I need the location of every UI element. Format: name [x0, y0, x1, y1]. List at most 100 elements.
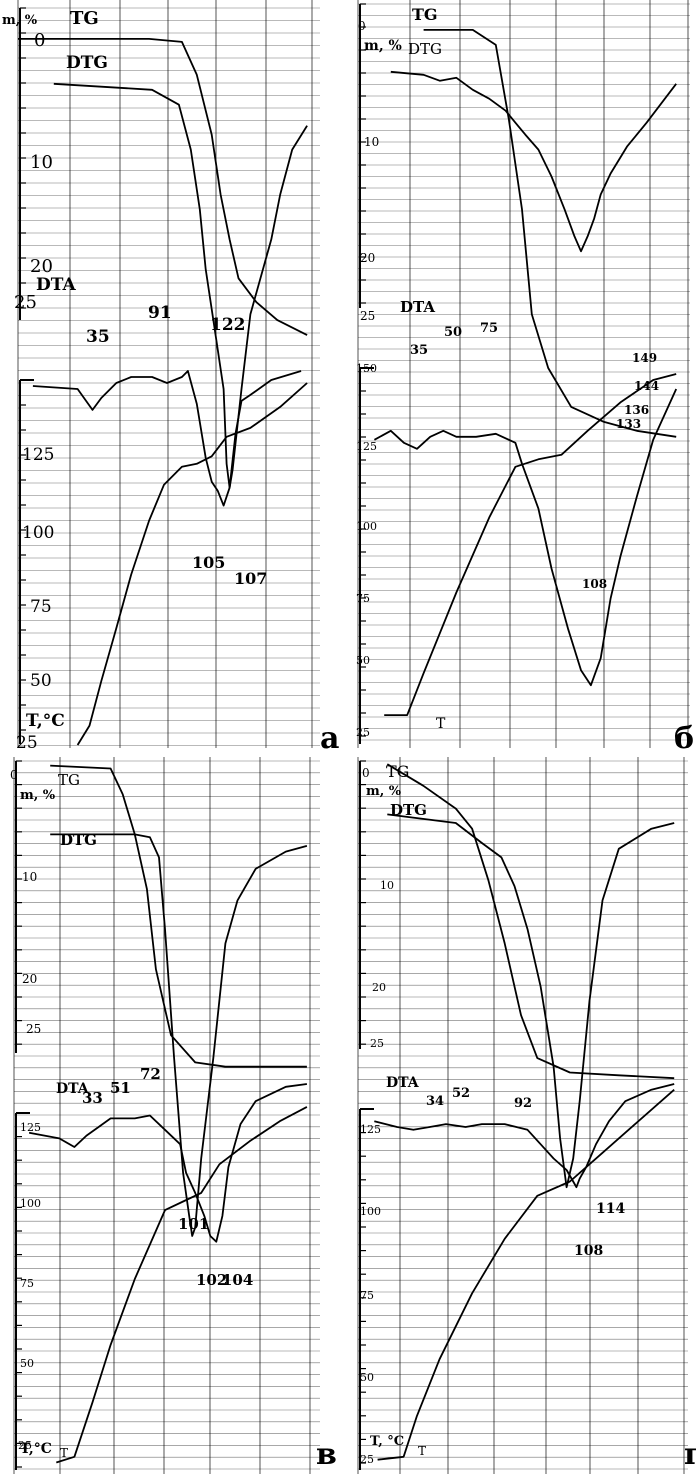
dtg-label: DTG	[66, 53, 108, 73]
temperature-tick-label: 25	[356, 726, 370, 739]
dta-curve	[32, 370, 302, 507]
mass-tick-label: 20	[372, 981, 386, 994]
t-curve	[56, 1106, 308, 1464]
peak-temperature-label: 75	[480, 321, 498, 336]
peak-temperature-label: 136	[624, 403, 649, 417]
tg-curve	[423, 29, 677, 438]
tg-label: TG	[58, 771, 80, 789]
panel-letter-b: б	[674, 721, 695, 756]
m-axis-label: m, %	[2, 13, 38, 28]
temperature-tick-label: 50	[30, 671, 52, 691]
dta-label: DTA	[386, 1075, 420, 1091]
peak-temperature-label: 92	[514, 1096, 532, 1111]
panel-letter-d: г	[684, 1437, 696, 1472]
m-axis-label: m, %	[364, 38, 402, 54]
dtg-label: DTG	[408, 40, 442, 58]
peak-temperature-label: 51	[110, 1079, 131, 1097]
temperature-tick-label: 50	[360, 1371, 374, 1384]
temperature-tick-label: 75	[30, 597, 52, 617]
peak-temperature-label: 144	[634, 379, 659, 393]
temperature-tick-label: 25	[360, 1453, 374, 1466]
temperature-tick-label: 100	[22, 523, 54, 543]
temperature-tick-label: 75	[20, 1277, 34, 1290]
peak-temperature-label: 104	[222, 1271, 253, 1289]
peak-temperature-label: 114	[596, 1201, 625, 1217]
temperature-tick-label: 75	[356, 592, 370, 605]
dtg-label: DTG	[60, 831, 97, 849]
mass-tick-label: 20	[360, 251, 375, 265]
temperature-tick-label: 100	[360, 1205, 381, 1218]
t-label: T	[418, 1444, 426, 1458]
thermogram-panel-a: TG DTG DTA m, % T,°C 0 10 20 25 125 100 75 50 25 35 91 1…	[2, 0, 320, 748]
tg-label: TG	[70, 8, 99, 29]
temperature-tick-label: 25	[18, 1439, 32, 1452]
peak-temperature-label: 34	[426, 1094, 444, 1109]
mass-tick-label: 10	[380, 879, 394, 892]
peak-temperature-label: 107	[234, 569, 267, 588]
mass-tick-label: 10	[30, 152, 53, 173]
tg-curve	[386, 763, 675, 1080]
dta-label: DTA	[400, 298, 435, 316]
dta-label: DTA	[36, 275, 76, 295]
mass-tick-label: 0	[34, 30, 45, 51]
tg-curve	[50, 764, 307, 1068]
peak-temperature-label: 149	[632, 351, 657, 365]
t-label: T	[60, 1446, 68, 1460]
mass-tick-label: 25	[360, 309, 375, 323]
peak-temperature-label: 35	[410, 343, 428, 358]
mass-tick-label: 0	[362, 766, 370, 780]
panel-letter-a: а	[320, 721, 340, 756]
temperature-tick-label: 150	[356, 362, 377, 375]
t-curve	[76, 382, 308, 746]
dtg-curve	[390, 70, 677, 253]
tg-label: TG	[412, 5, 438, 24]
t-axis-label: T,°C	[26, 711, 65, 731]
temperature-tick-label: 25	[16, 733, 38, 748]
m-axis-label: m, %	[366, 784, 402, 799]
t-axis-label: T, °C	[370, 1434, 404, 1449]
t-curve	[384, 373, 677, 716]
temperature-tick-label: 50	[20, 1357, 34, 1370]
peak-temperature-label: 91	[148, 303, 172, 323]
dta-curve	[373, 388, 678, 687]
temperature-tick-label: 125	[22, 445, 54, 465]
peak-temperature-label: 33	[82, 1089, 103, 1107]
peak-temperature-label: 101	[178, 1215, 209, 1233]
mass-tick-label: 25	[370, 1037, 384, 1050]
peak-temperature-label: 122	[210, 315, 246, 335]
temperature-tick-label: 125	[20, 1121, 41, 1134]
temperature-tick-label: 75	[360, 1289, 374, 1302]
t-label: T	[436, 716, 446, 732]
peak-temperature-label: 102	[196, 1271, 227, 1289]
mass-tick-label: 25	[26, 1022, 41, 1036]
mass-tick-label: 20	[22, 972, 37, 986]
dta-curve	[374, 1083, 675, 1189]
peak-temperature-label: 35	[86, 327, 110, 347]
temperature-tick-label: 50	[356, 654, 370, 667]
mass-tick-label: 0	[358, 19, 366, 33]
peak-temperature-label: 52	[452, 1086, 470, 1101]
dtg-curve	[387, 813, 675, 1189]
m-axis-label: m, %	[20, 788, 56, 803]
mass-tick-label: 10	[22, 870, 37, 884]
dtg-label: DTG	[390, 801, 427, 819]
temperature-tick-label: 125	[356, 440, 377, 453]
peak-temperature-label: 50	[444, 325, 462, 340]
tg-curve	[18, 38, 308, 336]
mass-tick-label: 25	[14, 292, 37, 313]
t-curve	[377, 1089, 675, 1461]
panel-letter-c: в	[316, 1437, 337, 1472]
mass-tick-label: 20	[30, 256, 53, 277]
thermogram-panel-c: TG DTG DTA m, % T,°C T 0 10 20 25 125 100 75 50 25 33 51…	[10, 757, 320, 1474]
peak-temperature-label: 133	[616, 417, 641, 431]
peak-temperature-label: 72	[140, 1065, 161, 1083]
temperature-tick-label: 100	[356, 520, 377, 533]
mass-tick-label: 0	[10, 768, 18, 782]
thermogram-panel-b: TG DTG DTA m, % T 0 10 20 25 150 125 100 75 50 25 35 50 7…	[356, 0, 690, 748]
peak-temperature-label: 105	[192, 553, 225, 572]
thermogram-panel-d: TG DTG DTA m, % T, °C T 0 10 20 25 125 100 75 50 25 34 5…	[357, 757, 688, 1474]
peak-temperature-label: 108	[574, 1243, 603, 1259]
t-axis-label: T,°C	[20, 1441, 52, 1457]
peak-temperature-label: 108	[582, 577, 607, 591]
